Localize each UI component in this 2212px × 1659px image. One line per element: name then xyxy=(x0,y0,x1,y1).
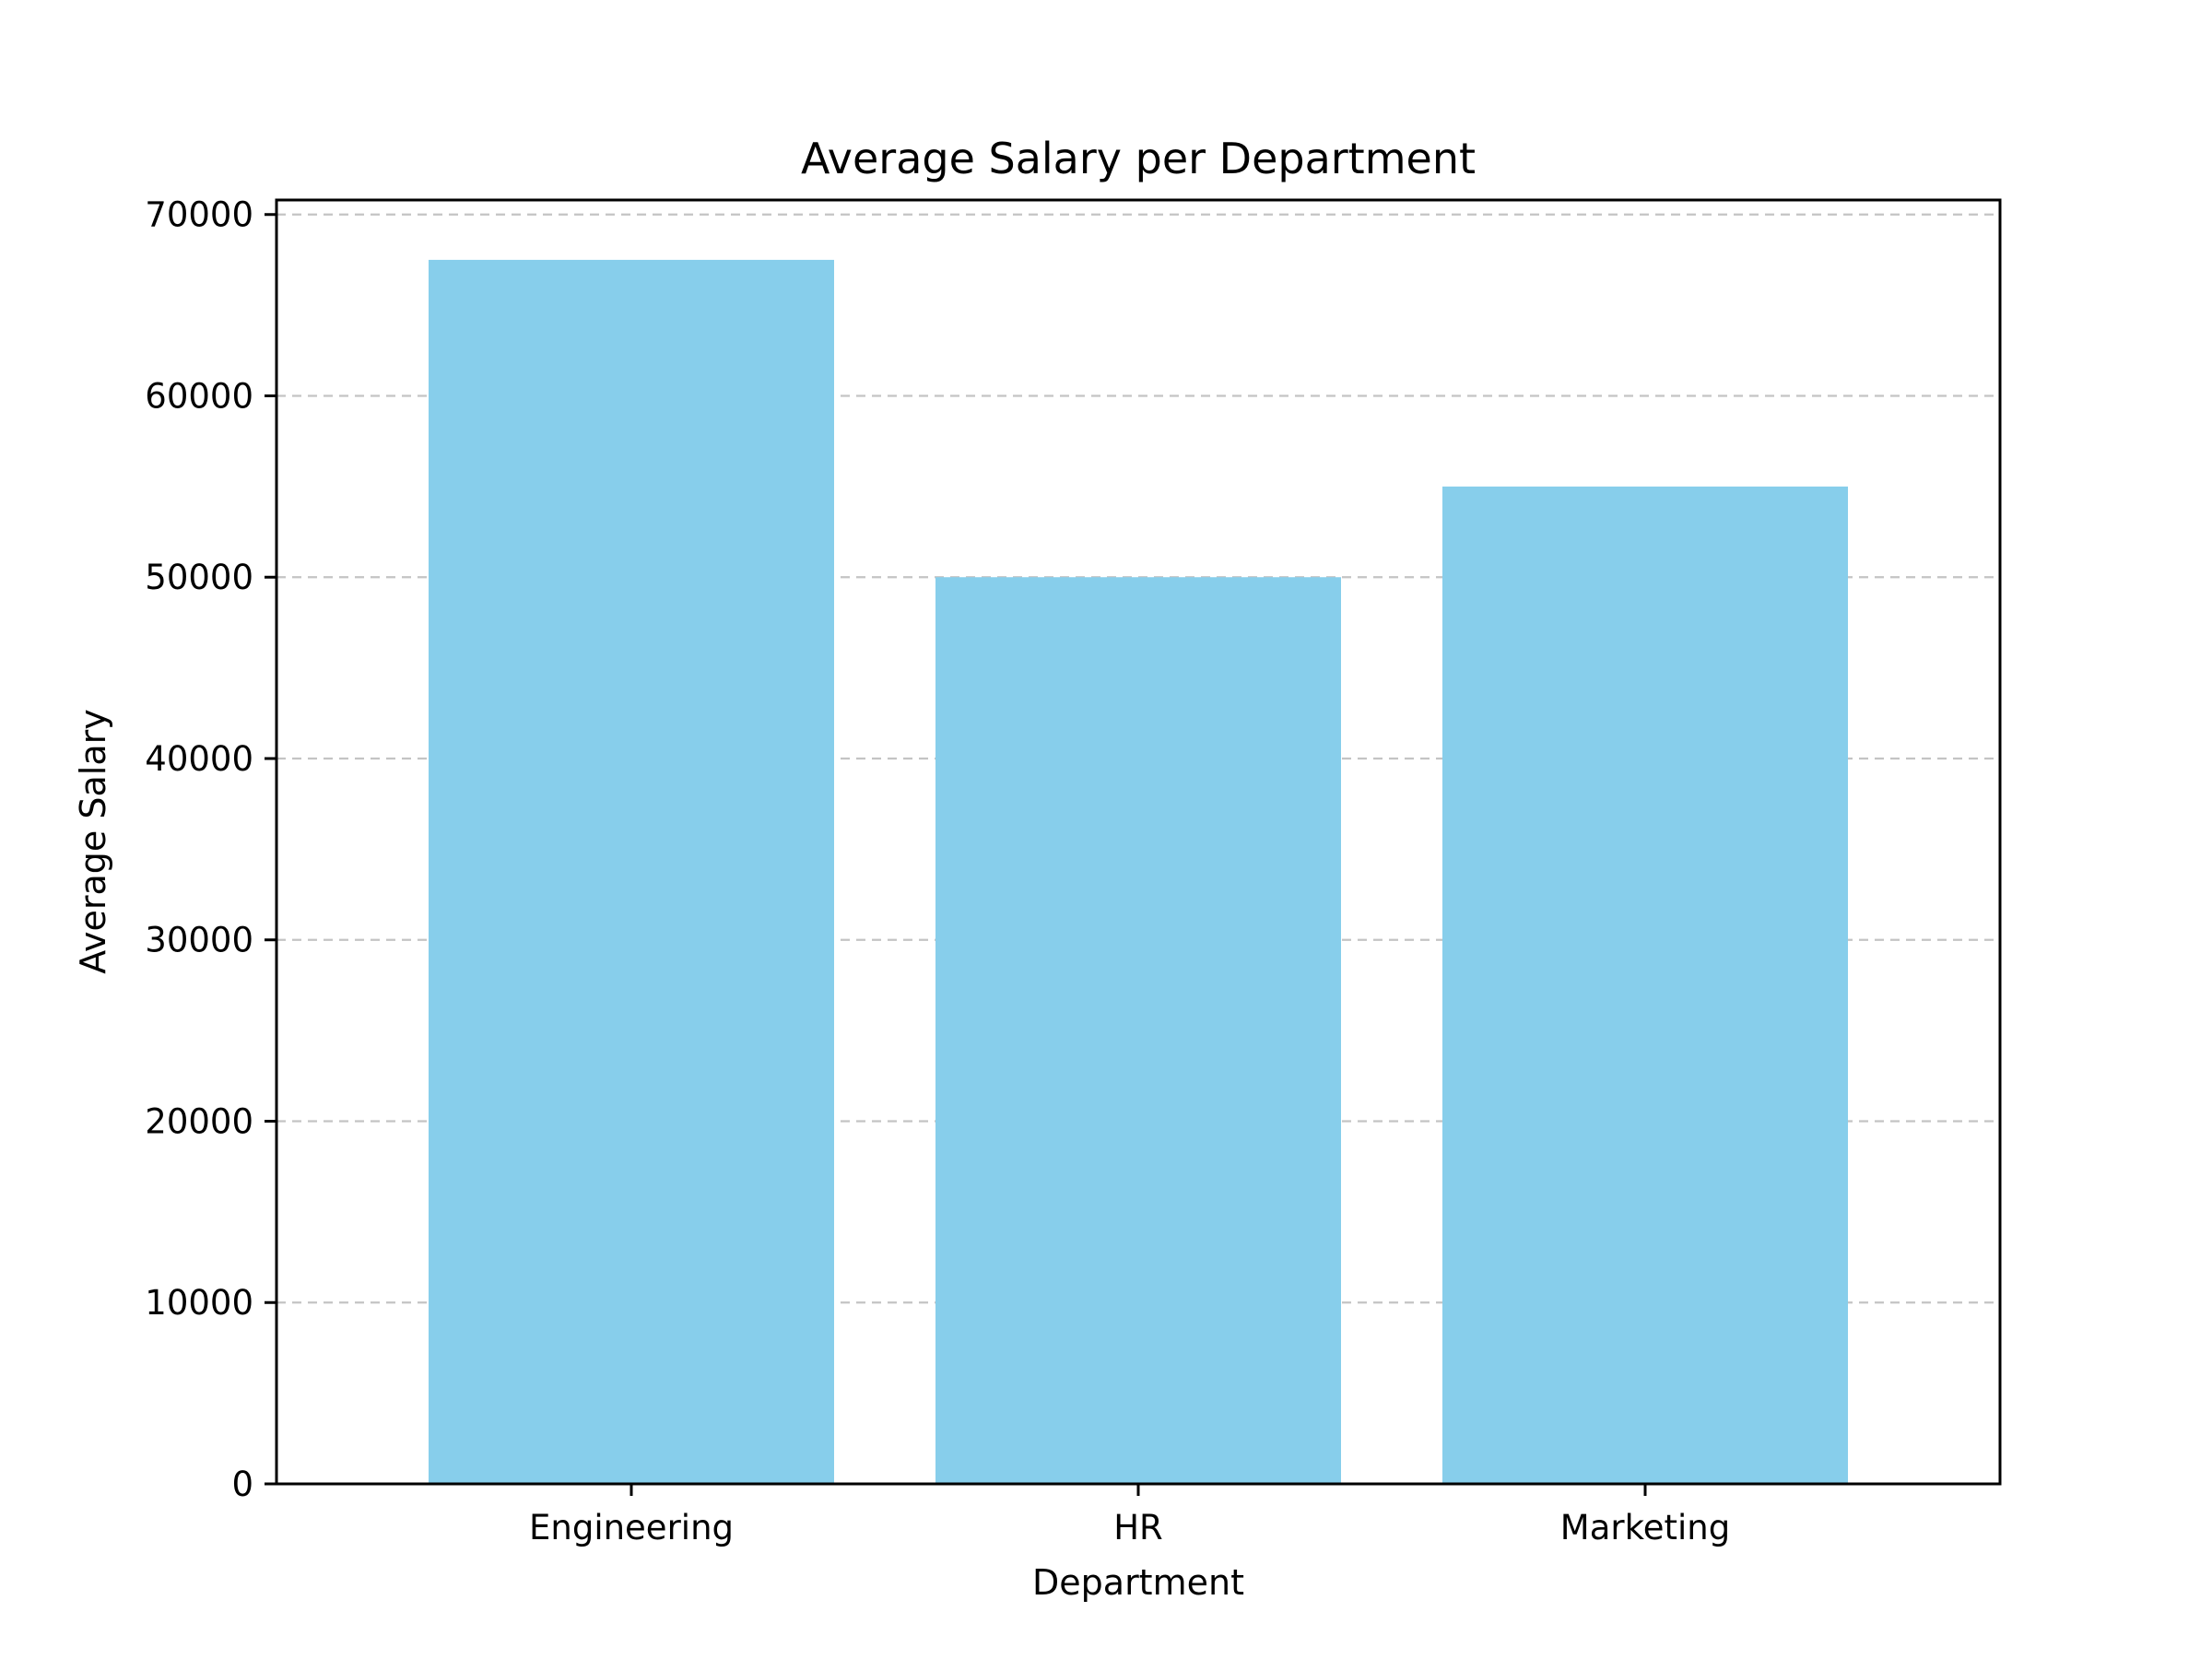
x-axis-ticks: Engineering HR Marketing xyxy=(529,1484,1730,1547)
x-tick-label: HR xyxy=(1113,1508,1163,1547)
y-tick-label: 60000 xyxy=(145,376,253,416)
y-tick-label: 20000 xyxy=(145,1101,253,1141)
bars xyxy=(429,259,1848,1485)
bar-hr xyxy=(935,577,1341,1484)
y-tick-label: 10000 xyxy=(145,1283,253,1323)
bar-engineering xyxy=(429,259,834,1484)
y-tick-label: 0 xyxy=(231,1465,253,1504)
bar-marketing xyxy=(1442,486,1848,1485)
y-tick-label: 50000 xyxy=(145,558,253,597)
x-tick-label: Marketing xyxy=(1560,1508,1730,1547)
y-tick-label: 40000 xyxy=(145,739,253,779)
x-axis-label: Department xyxy=(1032,1562,1244,1603)
y-tick-label: 70000 xyxy=(145,195,253,235)
y-axis-label: Average Salary xyxy=(73,709,113,974)
chart-title: Average Salary per Department xyxy=(801,134,1476,183)
y-axis-ticks: 0 10000 20000 30000 40000 50000 60000 70000 xyxy=(145,195,276,1504)
x-tick-label: Engineering xyxy=(529,1508,734,1547)
y-tick-label: 30000 xyxy=(145,921,253,960)
